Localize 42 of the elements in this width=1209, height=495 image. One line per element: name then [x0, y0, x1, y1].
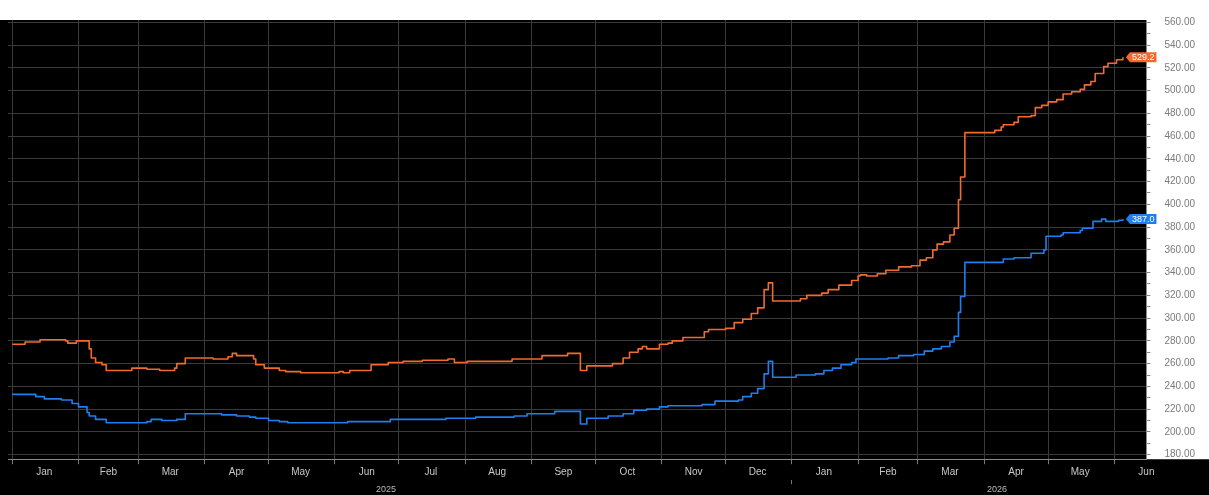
y-tick-label: 180.00	[1164, 448, 1196, 460]
y-tick-label: 300.00	[1164, 311, 1196, 323]
y-tick-label: 480.00	[1164, 107, 1196, 119]
x-tick-label: Aug	[488, 465, 507, 477]
y-tick-label: 540.00	[1164, 38, 1196, 50]
x2-tick-label: 2026	[986, 484, 1007, 495]
x-tick-label: Jul	[424, 465, 438, 477]
x-tick-label: May	[1070, 465, 1090, 477]
y-tick-label: 320.00	[1164, 289, 1196, 301]
y-tick-label: 260.00	[1164, 357, 1196, 369]
y-tick-label: 220.00	[1164, 402, 1196, 414]
y-tick-label: 240.00	[1164, 380, 1196, 392]
y-tick-label: 380.00	[1164, 220, 1196, 232]
x-tick-label: Mar	[941, 465, 960, 477]
x-tick-label: Dec	[748, 465, 767, 477]
x-tick-label: May	[291, 465, 311, 477]
y-tick-label: 200.00	[1164, 425, 1196, 437]
y-tick-label: 560.00	[1164, 16, 1196, 28]
y-tick-label: 500.00	[1164, 84, 1196, 96]
x-tick-label: Sep	[554, 465, 573, 477]
x-tick-label: Oct	[619, 465, 636, 477]
x2-tick-label: 2025	[376, 484, 397, 495]
y-tick-label: 460.00	[1164, 129, 1196, 141]
x-tick-label: Apr	[1008, 465, 1025, 477]
y-tick-label: 400.00	[1164, 198, 1196, 210]
y-tick-label: 440.00	[1164, 152, 1196, 164]
data-label: 387.0	[1131, 214, 1155, 225]
data-label: 529.2	[1131, 52, 1155, 63]
x-tick-label: Jun	[358, 465, 375, 477]
x-tick-label: Apr	[228, 465, 245, 477]
x-tick-label: Nov	[684, 465, 703, 477]
x-tick-label: Jan	[815, 465, 832, 477]
y-tick-label: 280.00	[1164, 334, 1196, 346]
y-tick-label: 360.00	[1164, 243, 1196, 255]
x-tick-label: Feb	[879, 465, 898, 477]
x-tick-label: Feb	[99, 465, 118, 477]
x-tick-label: Jan	[36, 465, 53, 477]
y-tick-label: 420.00	[1164, 175, 1196, 187]
y-tick-label: 340.00	[1164, 266, 1196, 278]
y-tick-label: 520.00	[1164, 61, 1196, 73]
x-tick-label: Mar	[161, 465, 180, 477]
x-tick-label: Jun	[1138, 465, 1155, 477]
